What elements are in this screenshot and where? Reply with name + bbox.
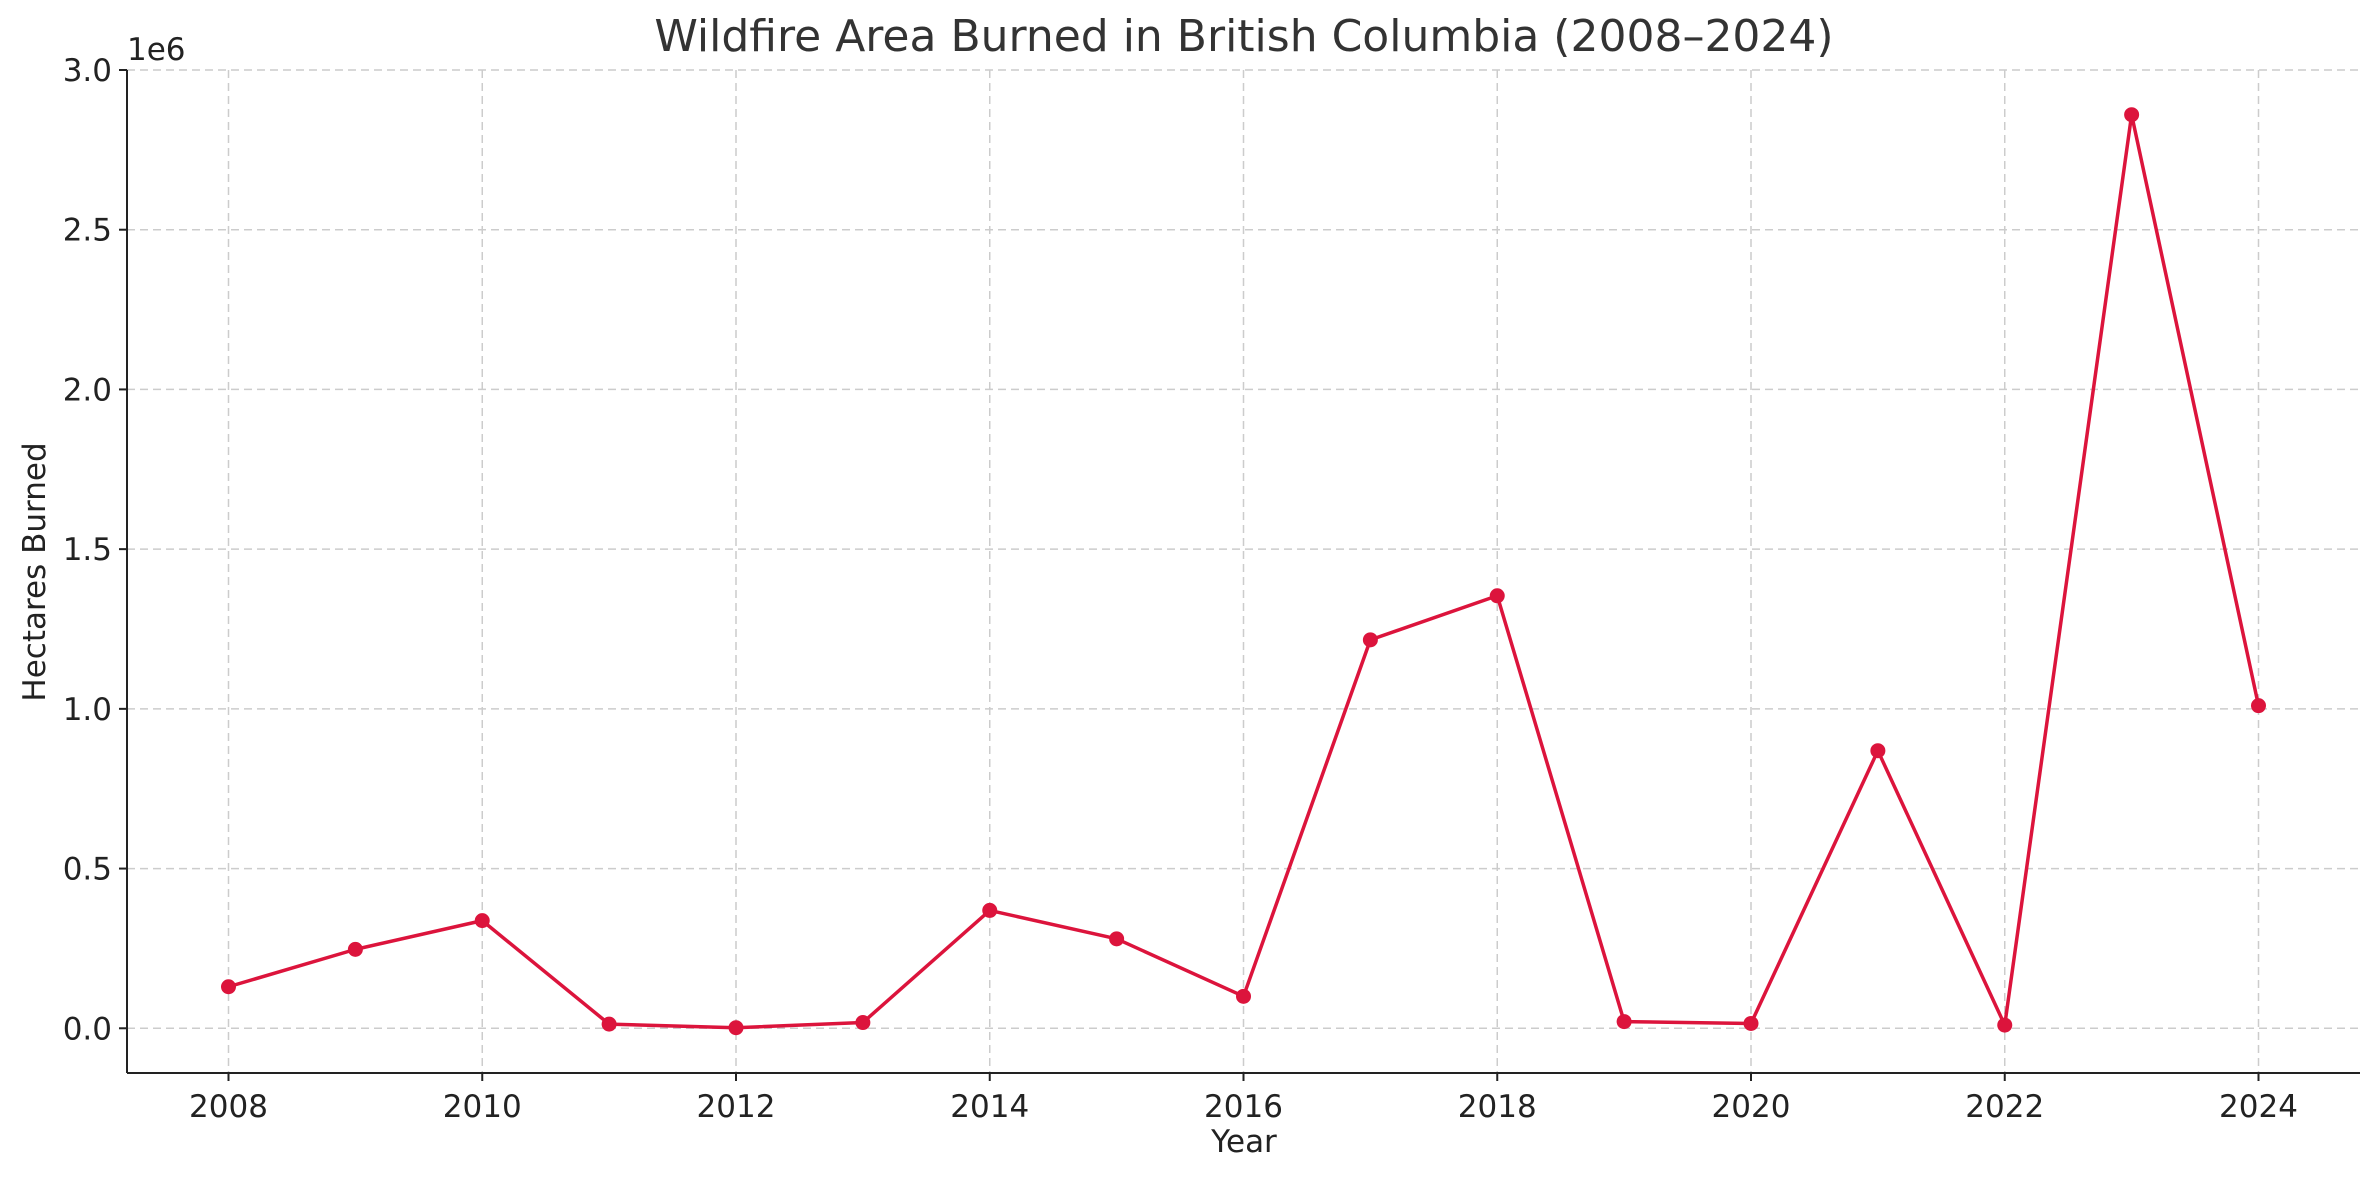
data-point xyxy=(1743,1015,1759,1031)
y-tick-label: 0.5 xyxy=(63,852,112,888)
data-point xyxy=(1362,632,1378,648)
data-point xyxy=(982,902,998,918)
y-tick-label: 2.5 xyxy=(63,213,112,249)
x-tick-label: 2024 xyxy=(2219,1089,2298,1125)
ticks: 2008 2010 2012 2014 2016 2018 2020 2022 2024 0.0 0… xyxy=(63,53,2298,1125)
y-tick-label: 0.0 xyxy=(63,1011,112,1047)
x-tick-label: 2018 xyxy=(1458,1089,1537,1125)
x-tick-label: 2008 xyxy=(189,1089,268,1125)
x-tick-label: 2020 xyxy=(1712,1089,1791,1125)
data-point xyxy=(728,1020,744,1036)
x-tick-label: 2014 xyxy=(950,1089,1029,1125)
series xyxy=(221,107,2266,1036)
y-tick-label: 3.0 xyxy=(63,53,112,89)
y-axis-label: Hectares Burned xyxy=(17,442,53,701)
data-point xyxy=(1109,931,1125,947)
data-point xyxy=(347,941,363,957)
y-tick-label: 1.5 xyxy=(63,532,112,568)
data-point xyxy=(855,1015,871,1031)
data-point xyxy=(1997,1017,2013,1033)
y-tick-label: 1.0 xyxy=(63,692,112,728)
data-point xyxy=(2251,698,2266,714)
data-point xyxy=(1236,988,1251,1004)
x-tick-label: 2016 xyxy=(1204,1089,1283,1125)
chart-title: Wildfire Area Burned in British Columbia… xyxy=(654,11,1833,62)
data-point xyxy=(1489,588,1505,604)
y-axis-offset-label: 1e6 xyxy=(127,32,186,68)
data-point xyxy=(1616,1014,1632,1030)
x-axis-label: Year xyxy=(1210,1124,1277,1160)
data-point xyxy=(1870,743,1886,759)
data-point xyxy=(2124,107,2140,123)
x-tick-label: 2022 xyxy=(1965,1089,2044,1125)
x-tick-label: 2010 xyxy=(443,1089,522,1125)
data-point xyxy=(601,1016,617,1032)
grid xyxy=(127,69,2360,1073)
data-point xyxy=(474,913,490,929)
data-point xyxy=(221,979,236,995)
y-tick-label: 2.0 xyxy=(63,372,112,408)
x-tick-label: 2012 xyxy=(697,1089,776,1125)
